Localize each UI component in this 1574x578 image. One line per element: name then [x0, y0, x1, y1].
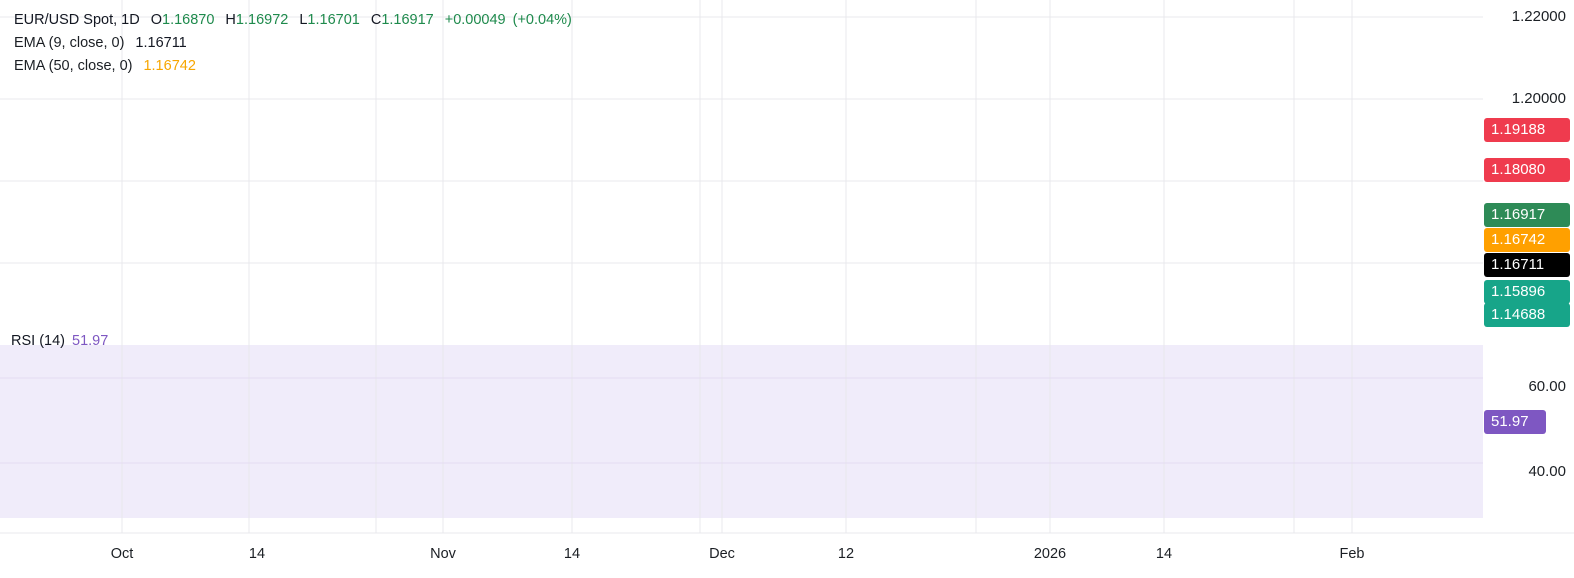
legend-row-ohlc: EUR/USD Spot, 1D O1.16870 H1.16972 L1.16701… — [14, 9, 572, 32]
time-tick-2: Nov — [430, 546, 456, 562]
price-pill-resistance-1[interactable]: 1.19188 — [1484, 118, 1570, 142]
change-percent: (+0.04%) — [512, 12, 572, 28]
price-tick-0: 1.22000 — [1511, 8, 1566, 25]
price-tick-1: 1.20000 — [1511, 90, 1566, 107]
time-tick-1: 14 — [248, 546, 266, 562]
high-value: 1.16972 — [235, 12, 289, 28]
rsi-legend[interactable]: RSI (14) 51.97 — [11, 333, 108, 349]
high-label: H — [225, 12, 236, 28]
time-tick-4: Dec — [709, 546, 735, 562]
rsi-label: RSI (14) — [11, 333, 65, 349]
legend-row-ema9[interactable]: EMA (9, close, 0) 1.16711 — [14, 32, 572, 55]
change-value: +0.00049 — [444, 12, 506, 28]
ema9-label: EMA (9, close, 0) — [14, 35, 125, 51]
price-pill-ema50[interactable]: 1.16742 — [1484, 228, 1570, 252]
close-value: 1.16917 — [381, 12, 434, 28]
price-pill-last-price[interactable]: 1.16917 — [1484, 203, 1570, 227]
time-tick-6: 2026 — [1033, 546, 1067, 562]
ema50-value: 1.16742 — [143, 58, 196, 74]
price-pill-ema9[interactable]: 1.16711 — [1484, 253, 1570, 277]
time-tick-5: 12 — [837, 546, 855, 562]
open-value: 1.16870 — [162, 12, 215, 28]
time-tick-3: 14 — [563, 546, 581, 562]
horizontal-gridlines — [0, 16, 1574, 534]
time-tick-0: Oct — [110, 546, 134, 562]
ema9-value: 1.16711 — [135, 35, 187, 51]
time-tick-8: Feb — [1339, 546, 1365, 562]
low-value: 1.16701 — [307, 12, 360, 28]
price-pill-support-2[interactable]: 1.14688 — [1484, 303, 1570, 327]
rsi-pane-background — [0, 345, 1483, 518]
rsi-tick-0: 60.00 — [1528, 378, 1566, 395]
price-pill-support-1[interactable]: 1.15896 — [1484, 280, 1570, 304]
rsi-tick-1: 40.00 — [1528, 463, 1566, 480]
price-pill-resistance-2[interactable]: 1.18080 — [1484, 158, 1570, 182]
chart-legend: EUR/USD Spot, 1D O1.16870 H1.16972 L1.16701… — [14, 9, 572, 78]
legend-row-ema50[interactable]: EMA (50, close, 0) 1.16742 — [14, 55, 572, 78]
open-label: O — [150, 12, 162, 28]
rsi-value-pill[interactable]: 51.97 — [1484, 410, 1546, 434]
symbol-label[interactable]: EUR/USD Spot, 1D — [14, 12, 140, 28]
low-label: L — [299, 12, 308, 28]
vertical-gridlines — [121, 0, 1353, 533]
time-tick-7: 14 — [1155, 546, 1173, 562]
rsi-value: 51.97 — [72, 333, 109, 349]
close-label: C — [370, 12, 382, 28]
ema50-label: EMA (50, close, 0) — [14, 58, 133, 74]
